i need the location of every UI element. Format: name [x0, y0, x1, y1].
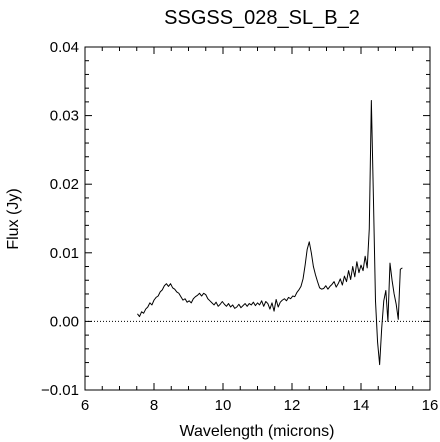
x-tick-label: 14 — [353, 397, 370, 414]
chart-title: SSGSS_028_SL_B_2 — [164, 7, 360, 29]
x-tick-label: 6 — [81, 397, 89, 414]
y-axis: −0.01 0.00 0.01 0.02 0.03 0.04 — [41, 39, 430, 399]
y-tick-label: 0.02 — [50, 176, 79, 193]
y-axis-label: Flux (Jy) — [5, 188, 22, 249]
flux-spectrum-line — [137, 100, 403, 366]
y-tick-label: 0.04 — [50, 39, 79, 56]
y-tick-label: −0.01 — [41, 382, 79, 399]
x-tick-label: 10 — [215, 397, 232, 414]
x-tick-label: 12 — [284, 397, 301, 414]
x-tick-label: 16 — [422, 397, 439, 414]
x-axis-label: Wavelength (microns) — [179, 423, 334, 440]
x-axis: 6 8 10 12 14 16 — [81, 47, 439, 414]
y-tick-label: 0.00 — [50, 313, 79, 330]
y-tick-label: 0.01 — [50, 245, 79, 262]
y-tick-label: 0.03 — [50, 108, 79, 125]
plot-frame — [84, 46, 431, 391]
x-tick-label: 8 — [150, 397, 158, 414]
